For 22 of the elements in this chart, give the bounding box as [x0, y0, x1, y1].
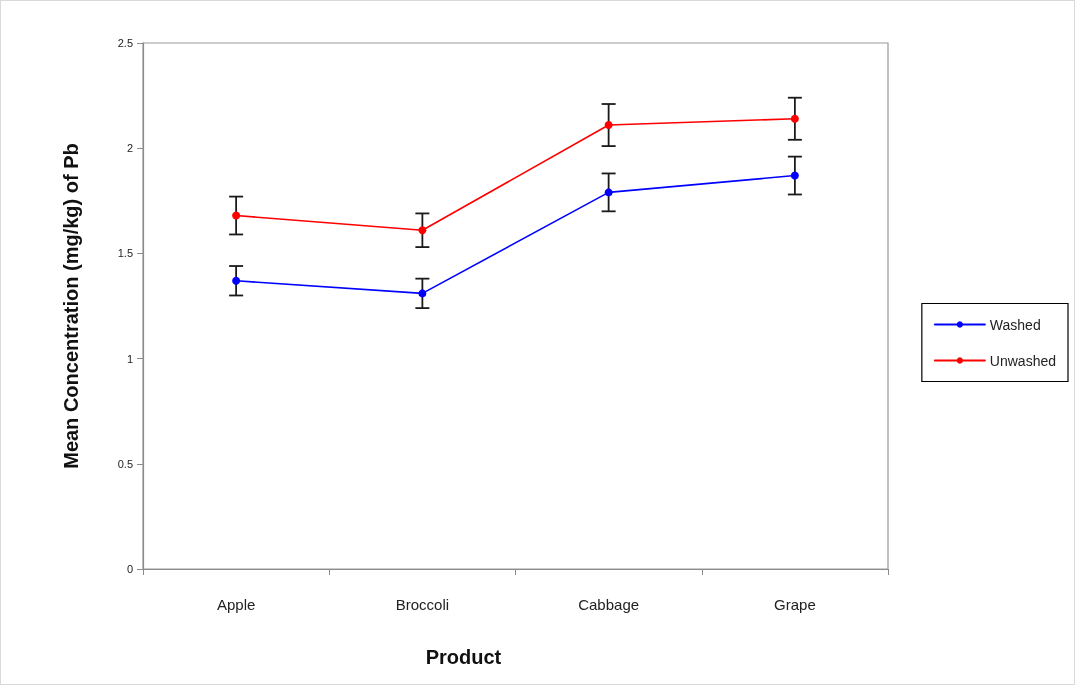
x-tick-label: Cabbage	[578, 596, 640, 613]
x-axis-title: Product	[425, 646, 502, 668]
point	[418, 289, 427, 298]
y-axis-title: Mean Concentration (mg/kg) of Pb	[60, 143, 82, 469]
point	[232, 276, 241, 285]
y-tick-label: 2	[126, 142, 133, 155]
point	[418, 226, 427, 235]
y-tick-label: 1.5	[117, 247, 133, 260]
legend-label: Washed	[989, 316, 1041, 333]
y-tick-label: 1	[126, 352, 133, 365]
legend-label: Unwashed	[989, 352, 1056, 369]
point	[604, 121, 613, 130]
y-tick-label: 0	[126, 563, 133, 575]
y-tick-label: 0.5	[117, 457, 133, 470]
point	[232, 211, 241, 220]
y-tick-label: 2.5	[117, 37, 133, 49]
x-tick-label: Apple	[216, 596, 256, 613]
point	[790, 171, 799, 180]
x-tick-label: Grape	[774, 596, 816, 613]
point	[790, 114, 799, 123]
point	[604, 188, 613, 197]
x-tick-label: Broccoli	[395, 596, 450, 613]
